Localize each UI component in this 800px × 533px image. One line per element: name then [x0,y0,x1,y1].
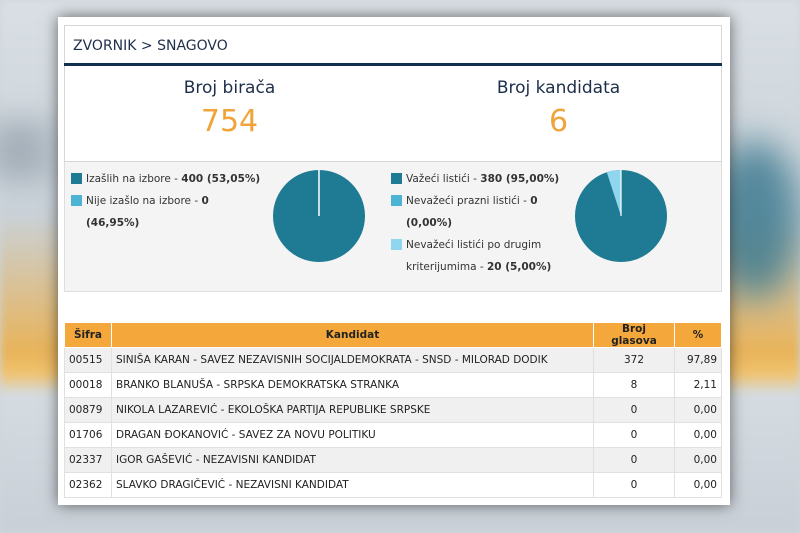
results-table: Šifra Kandidat Broj glasova % 00515 SINI… [64,322,722,498]
legend-swatch [71,173,82,184]
legend-item: Izašlih na izbore - 400 (53,05%) [71,168,261,190]
legend-value: 20 (5,00%) [486,261,552,273]
table-row[interactable]: 02362 SLAVKO DRAGIČEVIĆ - NEZAVISNI KAND… [64,472,722,498]
legend-label: Nije izašlo na izbore - [86,195,202,207]
legend-label: Važeći listići - [406,173,481,185]
col-header-percent[interactable]: % [674,322,722,348]
col-header-code[interactable]: Šifra [64,322,112,348]
table-row[interactable]: 02337 IGOR GAŠEVIĆ - NEZAVISNI KANDIDAT … [64,447,722,473]
table-row[interactable]: 00018 BRANKO BLANUŠA - SRPSKA DEMOKRATSK… [64,372,722,398]
cell-code: 01706 [64,422,112,448]
cell-percent: 2,11 [674,372,722,398]
voters-label: Broj birača [183,78,276,98]
voters-value: 754 [200,104,259,139]
legend-value: (46,95%) [86,217,140,229]
cell-code: 00879 [64,397,112,423]
cell-percent: 0,00 [674,447,722,473]
cell-votes: 372 [593,347,675,373]
legend-label: Izašlih na izbore - [86,173,182,185]
legend-value: 380 (95,00%) [480,173,560,185]
legend-value: (0,00%) [406,217,453,229]
cell-votes: 0 [593,397,675,423]
voters-stat: Broj birača 754 [65,66,394,139]
cell-percent: 0,00 [674,472,722,498]
cell-candidate: SINIŠA KARAN - SAVEZ NEZAVISNIH SOCIJALD… [111,347,594,373]
col-header-candidate[interactable]: Kandidat [111,322,594,348]
legend-item: Nevažeći prazni listići - 0 (0,00%) [391,190,561,234]
table-row[interactable]: 00515 SINIŠA KARAN - SAVEZ NEZAVISNIH SO… [64,347,722,373]
legend-swatch [71,195,82,206]
legend-swatch [391,173,402,184]
cell-votes: 0 [593,422,675,448]
candidates-value: 6 [548,104,569,139]
cell-candidate: DRAGAN ĐOKANOVIĆ - SAVEZ ZA NOVU POLITIK… [111,422,594,448]
turnout-pie-chart [273,170,365,262]
legend-label: kriterijumima - [406,261,487,273]
cell-code: 00018 [64,372,112,398]
ballots-legend: Važeći listići - 380 (95,00%) Nevažeći p… [391,168,561,278]
cell-votes: 0 [593,447,675,473]
cell-votes: 8 [593,372,675,398]
header-divider [64,63,722,66]
legend-value: 400 (53,05%) [181,173,261,185]
legend-label: Nevažeći listići po drugim [406,239,542,251]
table-row[interactable]: 01706 DRAGAN ĐOKANOVIĆ - SAVEZ ZA NOVU P… [64,422,722,448]
cell-percent: 0,00 [674,422,722,448]
legend-swatch [391,195,402,206]
legend-value: 0 [201,195,209,207]
results-table-wrap: Šifra Kandidat Broj glasova % 00515 SINI… [64,322,722,498]
legend-swatch [391,239,402,250]
results-card: ZVORNIK > SNAGOVO Broj birača 754 Broj k… [58,17,730,505]
ballots-pie-chart [575,170,667,262]
cell-code: 02337 [64,447,112,473]
cell-percent: 97,89 [674,347,722,373]
pie-slice-invalid-other [606,170,621,216]
cell-code: 02362 [64,472,112,498]
cell-candidate: IGOR GAŠEVIĆ - NEZAVISNI KANDIDAT [111,447,594,473]
background-shape [0,120,50,180]
table-row[interactable]: 00879 NIKOLA LAZAREVIĆ - EKOLOŠKA PARTIJ… [64,397,722,423]
cell-votes: 0 [593,472,675,498]
col-header-votes[interactable]: Broj glasova [593,322,675,348]
charts-panel: Izašlih na izbore - 400 (53,05%) Nije iz… [64,162,722,292]
cell-percent: 0,00 [674,397,722,423]
legend-value: 0 [530,195,538,207]
legend-item: Važeći listići - 380 (95,00%) [391,168,561,190]
legend-label: Nevažeći prazni listići - [406,195,531,207]
summary-stats: Broj birača 754 Broj kandidata 6 [64,66,722,162]
cell-candidate: NIKOLA LAZAREVIĆ - EKOLOŠKA PARTIJA REPU… [111,397,594,423]
candidates-label: Broj kandidata [496,78,621,98]
cell-candidate: SLAVKO DRAGIČEVIĆ - NEZAVISNI KANDIDAT [111,472,594,498]
cell-code: 00515 [64,347,112,373]
cell-candidate: BRANKO BLANUŠA - SRPSKA DEMOKRATSKA STRA… [111,372,594,398]
turnout-legend: Izašlih na izbore - 400 (53,05%) Nije iz… [71,168,261,234]
breadcrumb[interactable]: ZVORNIK > SNAGOVO [64,25,722,65]
legend-item: Nevažeći listići po drugim kriterijumima… [391,234,561,278]
table-header-row: Šifra Kandidat Broj glasova % [64,322,722,348]
legend-item: Nije izašlo na izbore - 0 (46,95%) [71,190,261,234]
candidates-stat: Broj kandidata 6 [394,66,723,139]
